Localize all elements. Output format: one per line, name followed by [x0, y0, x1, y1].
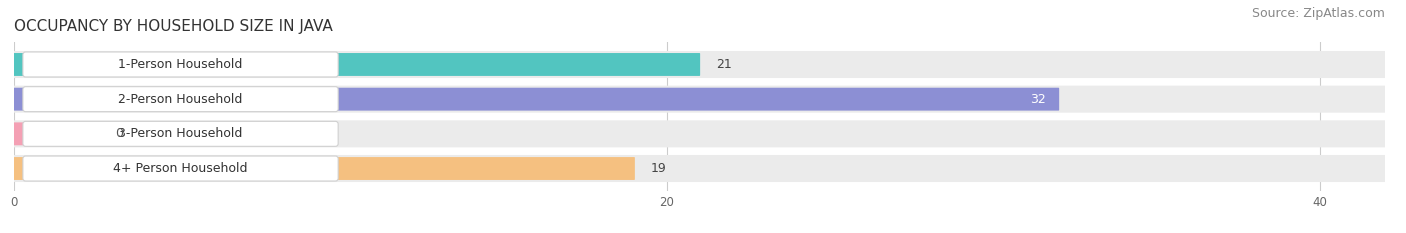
Text: 19: 19: [651, 162, 666, 175]
Text: 3-Person Household: 3-Person Household: [118, 127, 243, 140]
FancyBboxPatch shape: [22, 121, 339, 146]
Text: 1-Person Household: 1-Person Household: [118, 58, 243, 71]
Text: 0: 0: [115, 127, 124, 140]
FancyBboxPatch shape: [14, 120, 1385, 147]
Text: 21: 21: [716, 58, 731, 71]
FancyBboxPatch shape: [14, 157, 636, 180]
FancyBboxPatch shape: [14, 51, 1385, 78]
FancyBboxPatch shape: [14, 53, 700, 76]
FancyBboxPatch shape: [14, 122, 96, 145]
Text: OCCUPANCY BY HOUSEHOLD SIZE IN JAVA: OCCUPANCY BY HOUSEHOLD SIZE IN JAVA: [14, 19, 333, 34]
FancyBboxPatch shape: [22, 87, 339, 112]
FancyBboxPatch shape: [22, 52, 339, 77]
FancyBboxPatch shape: [22, 156, 339, 181]
FancyBboxPatch shape: [14, 86, 1385, 113]
Text: 32: 32: [1029, 93, 1046, 106]
Text: 2-Person Household: 2-Person Household: [118, 93, 243, 106]
FancyBboxPatch shape: [14, 88, 1059, 111]
Text: Source: ZipAtlas.com: Source: ZipAtlas.com: [1251, 7, 1385, 20]
FancyBboxPatch shape: [14, 155, 1385, 182]
Text: 4+ Person Household: 4+ Person Household: [114, 162, 247, 175]
